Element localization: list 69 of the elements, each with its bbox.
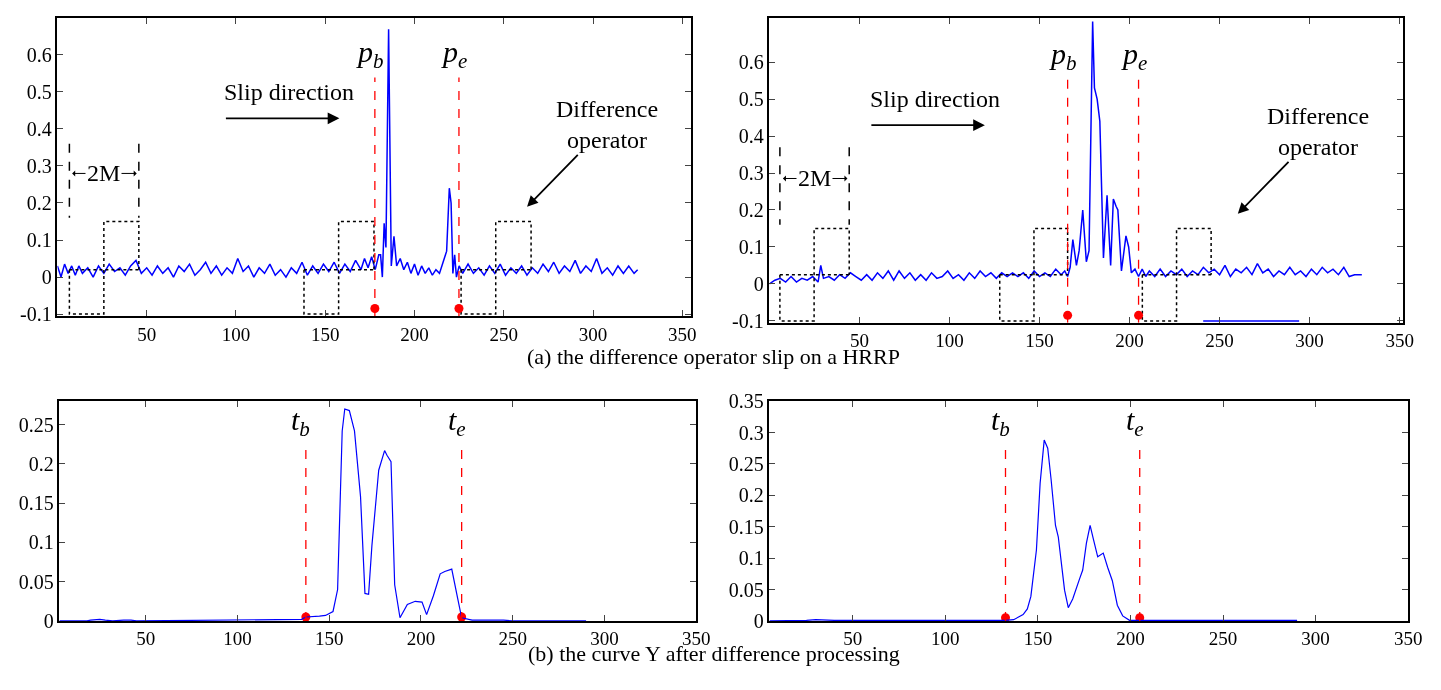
annotation: Slip direction [870,86,1000,112]
y-tick-label: 0.2 [26,191,52,214]
ref-line-label: p$_{b}$ [356,35,384,74]
ref-line-label: t$_{e}$ [448,403,466,442]
x-tick-label: 100 [223,628,252,650]
x-tick-label: 350 [668,323,697,345]
y-tick-label: 0.4 [26,117,52,140]
annotation: Slip direction [224,79,354,105]
y-tick-label: 0.25 [728,452,764,475]
ref-line-label: t$_{e}$ [1126,403,1144,442]
y-tick-label: 0.15 [728,515,764,538]
y-tick-label: -0.1 [732,309,764,332]
y-tick-label: 0.4 [738,125,764,148]
y-tick-label: 0 [43,609,54,632]
annotation: Difference operator [556,96,659,154]
y-tick-label: 0 [753,272,764,295]
y-tick-label: 0.15 [18,492,54,515]
x-tick-label: 250 [1208,628,1238,650]
y-tick-label: 0.1 [738,235,764,258]
y-tick-label: 0 [753,609,764,632]
x-tick-label: 300 [578,323,608,345]
y-tick-label: 0.1 [26,229,52,252]
x-tick-label: 50 [843,628,863,650]
ref-line-label: t$_{b}$ [291,403,310,442]
ref-line-label: t$_{b}$ [991,403,1010,442]
ref-line-label: p$_{e}$ [441,35,468,74]
x-tick-label: 200 [406,628,436,650]
x-tick-label: 200 [1115,330,1144,352]
y-tick-label: 0.5 [26,80,52,103]
x-tick-label: 50 [137,323,157,345]
x-tick-label: 100 [221,323,251,345]
x-tick-label: 150 [1023,628,1053,650]
x-tick-label: 250 [1205,330,1234,352]
y-tick-label: 0.05 [728,578,764,601]
y-tick-label: 0.2 [738,199,764,221]
y-tick-label: 0 [41,266,52,289]
y-tick-label: 0.1 [738,547,764,570]
y-tick-label: 0.6 [738,51,764,74]
y-tick-label: 0.05 [18,570,54,593]
y-tick-label: 0.3 [26,154,52,177]
y-tick-label: 0.5 [738,88,764,111]
x-tick-label: 350 [1393,628,1423,650]
x-tick-label: 150 [310,323,340,345]
y-tick-label: 0.25 [18,413,54,436]
y-tick-label: 0.3 [738,421,764,444]
x-tick-label: 200 [1116,628,1145,650]
x-tick-label: 150 [314,628,344,650]
x-tick-label: 100 [935,330,964,352]
x-tick-label: 250 [489,323,519,345]
y-tick-label: 0.35 [728,390,764,413]
annotation: 2M [798,165,832,191]
y-tick-label: 0.2 [738,484,764,507]
ref-line-label: p$_{e}$ [1121,37,1148,76]
annotation: Difference operator [1267,103,1370,161]
y-tick-label: 0.2 [28,452,54,475]
x-tick-label: 300 [1301,628,1330,650]
x-tick-label: 150 [1025,330,1054,352]
x-tick-label: 200 [400,323,429,345]
ref-line-label: p$_{b}$ [1049,37,1077,76]
x-tick-label: 250 [498,628,527,650]
x-tick-label: 100 [931,628,960,650]
x-tick-label: 350 [1385,330,1414,352]
y-tick-label: 0.3 [738,162,764,185]
x-tick-label: 50 [136,628,156,650]
x-tick-label: 300 [1295,330,1324,352]
y-tick-label: 0.6 [26,43,52,66]
annotation: 2M [87,160,121,186]
y-tick-label: -0.1 [20,303,52,326]
y-tick-label: 0.1 [28,531,54,554]
